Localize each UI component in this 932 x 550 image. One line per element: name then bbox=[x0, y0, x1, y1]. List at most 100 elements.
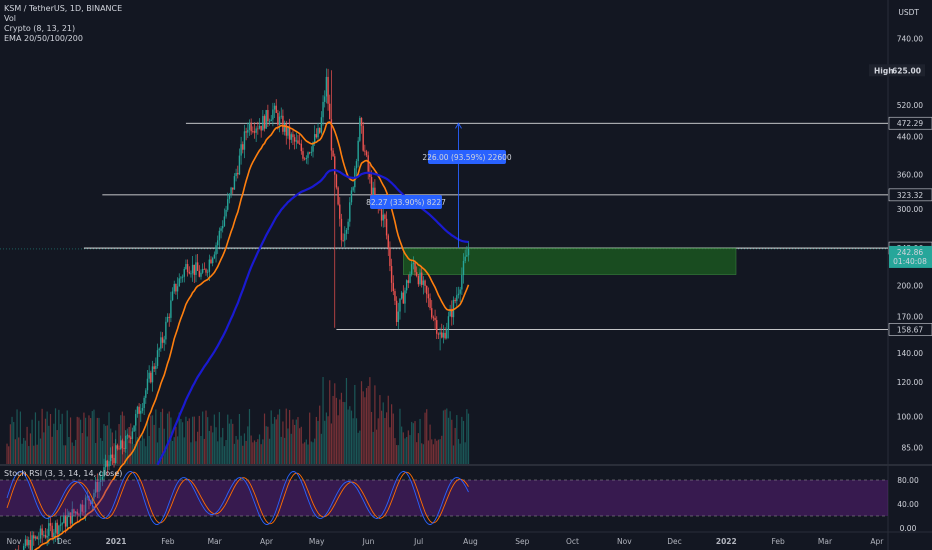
candle-body bbox=[230, 187, 232, 194]
candle-body bbox=[24, 539, 27, 547]
volume-bar bbox=[466, 409, 468, 464]
volume-bar bbox=[193, 416, 195, 464]
candle-body bbox=[329, 103, 331, 120]
legend-vol[interactable]: Vol bbox=[4, 14, 16, 23]
candle-body bbox=[360, 117, 363, 126]
volume-bar bbox=[287, 428, 289, 464]
candle-body bbox=[248, 122, 251, 130]
price-tick-label: 360.00 bbox=[897, 171, 923, 180]
candle-body bbox=[151, 366, 154, 383]
volume-bar bbox=[116, 446, 118, 464]
candle-body bbox=[33, 535, 35, 539]
candle-body bbox=[283, 123, 286, 132]
volume-bar bbox=[106, 425, 108, 464]
candle-body bbox=[73, 509, 75, 514]
candle-body bbox=[211, 258, 214, 264]
candle-body bbox=[339, 204, 341, 219]
candle-body bbox=[81, 504, 83, 512]
volume-bar bbox=[28, 446, 30, 464]
volume-bar bbox=[295, 419, 297, 464]
volume-bar bbox=[329, 380, 331, 464]
volume-bar bbox=[247, 426, 249, 464]
volume-bar bbox=[14, 439, 16, 464]
stoch-rsi-legend[interactable]: Stoch RSI (3, 3, 14, 14, close) bbox=[4, 469, 123, 478]
chart-legend: KSM / TetherUS, 1D, BINANCE Vol Crypto (… bbox=[4, 4, 122, 44]
candle-body bbox=[180, 277, 182, 279]
candle-body bbox=[64, 515, 67, 527]
volume-bar bbox=[434, 438, 436, 464]
candle-body bbox=[382, 214, 384, 221]
candle-body bbox=[232, 187, 234, 190]
volume-bar bbox=[58, 409, 60, 464]
volume-bar bbox=[93, 409, 95, 464]
volume-bar bbox=[33, 445, 35, 464]
candle-body bbox=[41, 528, 43, 536]
volume-bar bbox=[427, 440, 429, 464]
volume-bar bbox=[165, 445, 167, 464]
candle-body bbox=[128, 435, 130, 438]
volume-bar bbox=[235, 436, 237, 464]
volume-bar bbox=[369, 377, 371, 464]
volume-bar bbox=[163, 428, 165, 464]
volume-bar bbox=[41, 408, 43, 464]
candle-body bbox=[437, 333, 440, 335]
volume-bar bbox=[389, 427, 391, 464]
volume-bar bbox=[166, 413, 169, 464]
candle-body bbox=[196, 262, 199, 271]
legend-crypto[interactable]: Crypto (8, 13, 21) bbox=[4, 24, 76, 33]
volume-bar bbox=[344, 402, 346, 464]
volume-bar bbox=[367, 385, 369, 464]
candle-body bbox=[59, 524, 62, 526]
level-price-text: 472.29 bbox=[897, 119, 923, 128]
candle-body bbox=[292, 134, 294, 138]
volume-bar bbox=[294, 424, 296, 464]
candle-body bbox=[332, 150, 334, 157]
candle-body bbox=[126, 435, 129, 437]
candle-body bbox=[198, 270, 201, 277]
volume-bar bbox=[317, 420, 319, 464]
candle-body bbox=[23, 546, 25, 550]
candle-body bbox=[415, 272, 418, 276]
volume-bar bbox=[307, 444, 309, 464]
candle-body bbox=[320, 117, 323, 133]
candle-body bbox=[176, 286, 179, 292]
candle-body bbox=[79, 504, 82, 515]
candle-body bbox=[409, 274, 411, 283]
stoch-tick-label: 0.00 bbox=[900, 524, 917, 533]
volume-bar bbox=[345, 377, 348, 464]
candle-body bbox=[133, 425, 135, 432]
volume-bar bbox=[51, 436, 53, 464]
volume-bar bbox=[374, 385, 376, 464]
candle-body bbox=[429, 298, 431, 309]
volume-bar bbox=[95, 442, 97, 464]
candle-body bbox=[277, 112, 279, 125]
candle-body bbox=[170, 300, 172, 318]
candle-body bbox=[307, 152, 309, 158]
volume-bar bbox=[223, 446, 225, 464]
candle-body bbox=[394, 291, 396, 301]
volume-bar bbox=[190, 442, 192, 464]
measure-label-1: 82.27 (33.90%) 8227 bbox=[366, 198, 446, 207]
legend-symbol[interactable]: KSM / TetherUS, 1D, BINANCE bbox=[4, 4, 123, 13]
candle-body bbox=[240, 144, 242, 156]
candle-body bbox=[160, 337, 162, 349]
volume-bar bbox=[451, 419, 453, 464]
volume-bar bbox=[185, 416, 187, 464]
candle-body bbox=[344, 233, 346, 241]
candle-body bbox=[317, 127, 319, 138]
candle-body bbox=[178, 278, 180, 287]
candle-body bbox=[104, 460, 107, 468]
volume-bar bbox=[19, 411, 21, 464]
candle-body bbox=[459, 289, 461, 294]
candle-body bbox=[255, 128, 257, 133]
time-tick-label: Feb bbox=[161, 537, 175, 546]
volume-bar bbox=[123, 415, 125, 464]
legend-ema[interactable]: EMA 20/50/100/200 bbox=[4, 34, 83, 43]
price-tick-label: 200.00 bbox=[897, 282, 923, 291]
candle-body bbox=[347, 221, 349, 230]
volume-bar bbox=[192, 416, 194, 464]
volume-bar bbox=[183, 437, 185, 464]
target-box bbox=[403, 247, 737, 275]
volume-bar bbox=[258, 434, 261, 464]
